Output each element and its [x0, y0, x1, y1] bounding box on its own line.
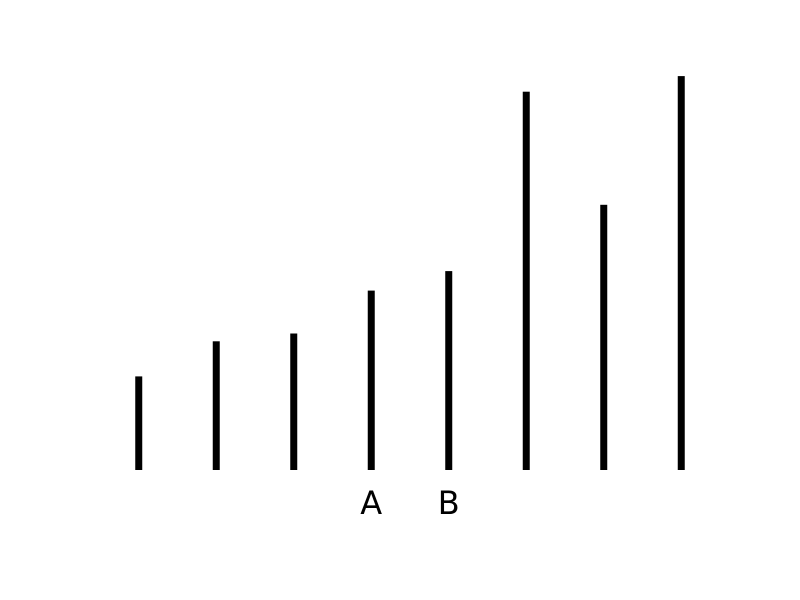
- bars-group: [135, 76, 685, 471]
- bar-4: [367, 290, 375, 470]
- bar-2: [212, 341, 220, 470]
- bar-label-a: A: [360, 484, 382, 522]
- bar-label-b: B: [438, 484, 460, 522]
- bar-3: [290, 333, 298, 470]
- bar-1: [135, 376, 143, 470]
- bar-6: [522, 91, 530, 470]
- bar-8: [677, 76, 685, 470]
- bar-7: [600, 204, 608, 471]
- bar-5: [445, 271, 453, 470]
